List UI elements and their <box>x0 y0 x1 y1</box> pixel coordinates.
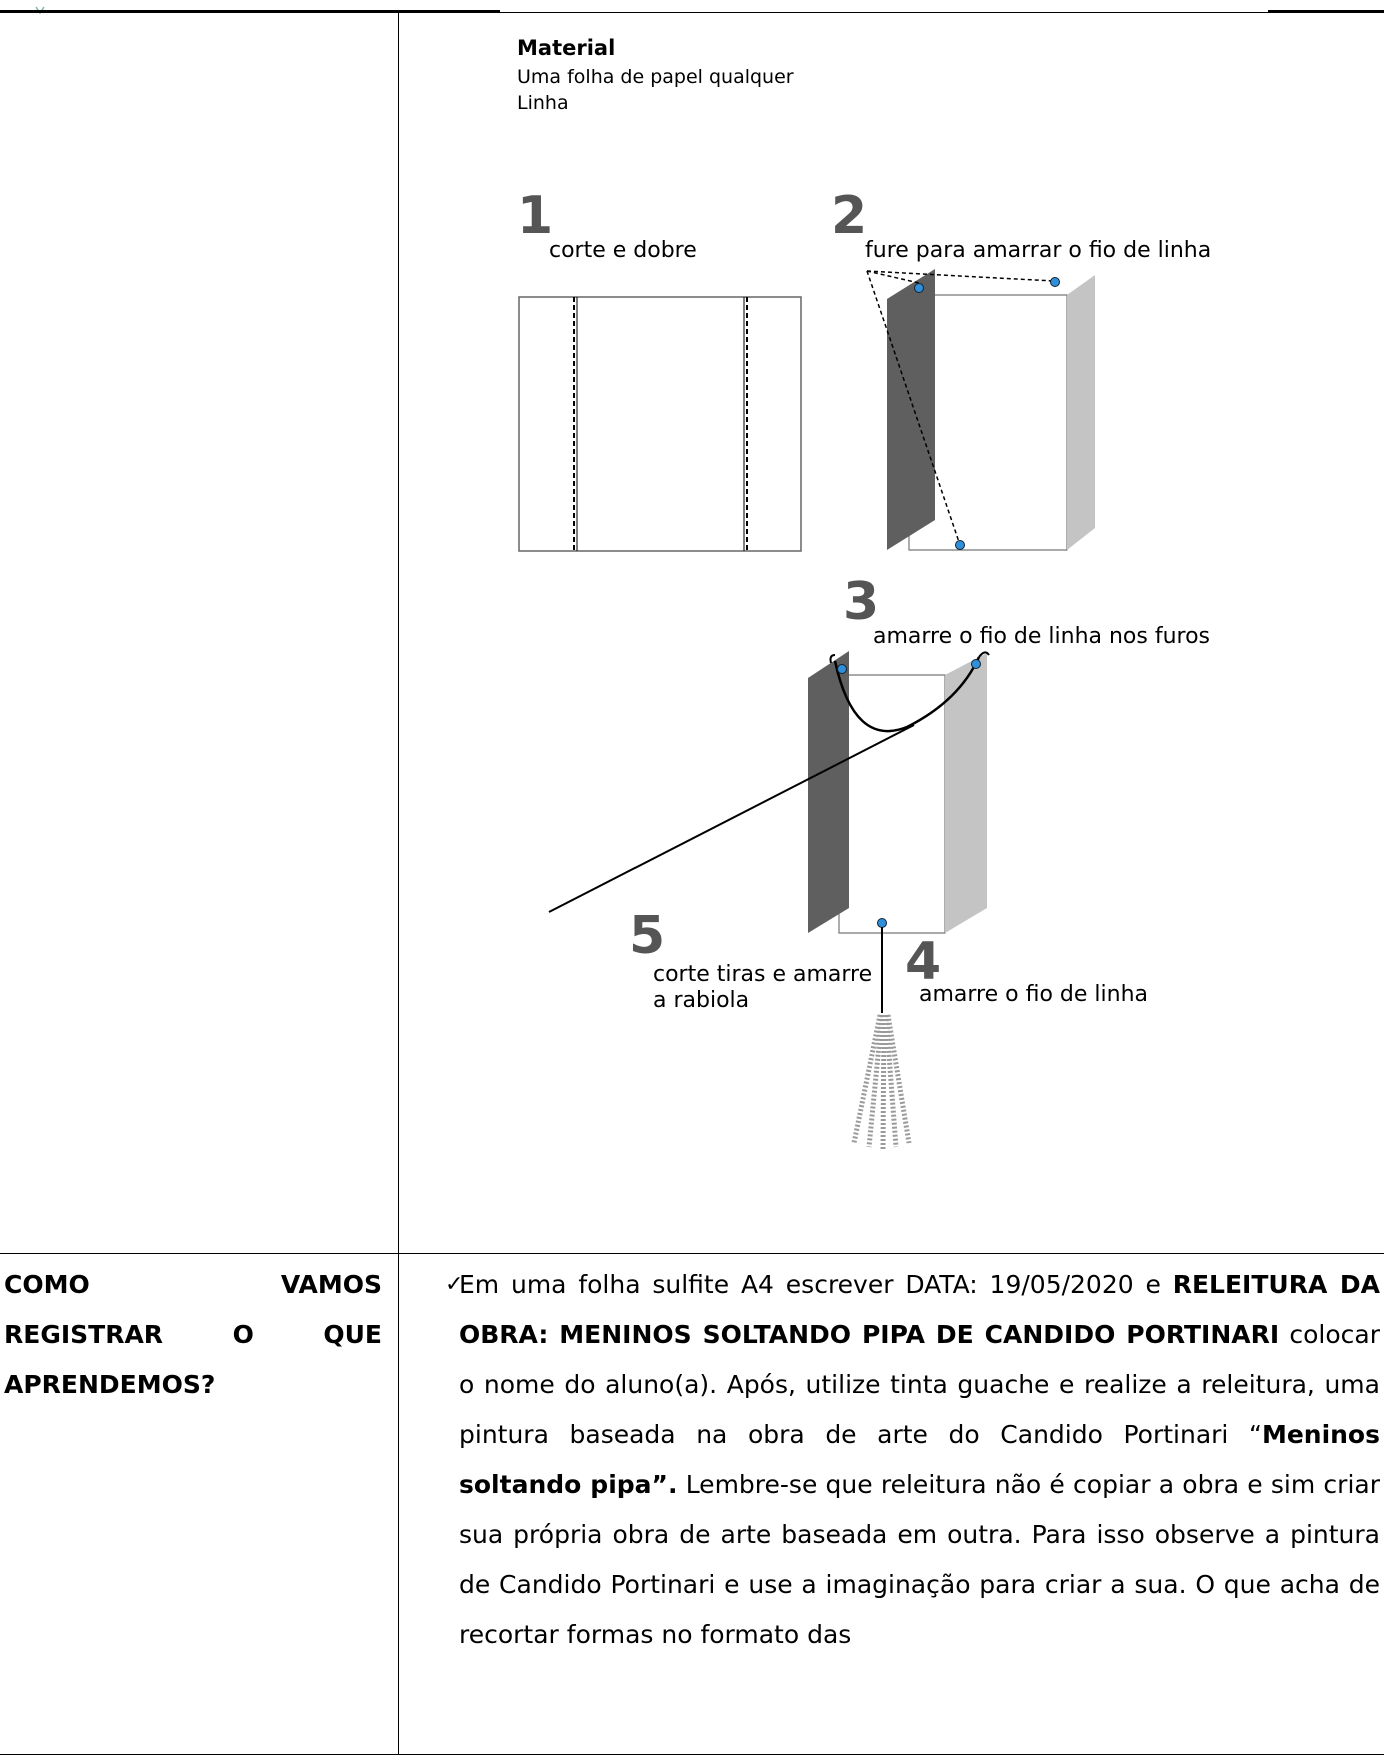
step-2-label: fure para amarrar o fio de linha <box>865 238 1211 263</box>
step-5-label-line1: corte tiras e amarre <box>653 962 872 987</box>
step-3-kite-illustration <box>548 651 990 1013</box>
checkmark-icon: ✓ <box>445 1272 464 1297</box>
step-3-number: 3 <box>843 572 879 632</box>
instructions-label-cell <box>0 12 399 1254</box>
register-text-part: Lembre-se que releitura não é copiar a o… <box>459 1470 1380 1649</box>
header-rule-left <box>0 10 500 12</box>
register-label-word: VAMOS <box>280 1270 382 1299</box>
header-rule-right <box>1268 10 1384 12</box>
register-text-part: colocar o nome do aluno(a). Após, utiliz… <box>459 1320 1380 1449</box>
register-label-cell: COMO VAMOS REGISTRAR O QUE APRENDEMOS? <box>0 1253 399 1755</box>
register-label-word: QUE <box>323 1320 382 1349</box>
step-2-number: 2 <box>831 186 867 246</box>
instructions-row: Material Uma folha de papel qualquer Lin… <box>0 12 1384 1254</box>
step-5-label-line2: a rabiola <box>653 988 749 1013</box>
register-label-word: COMO <box>4 1270 90 1299</box>
step-1-label: corte e dobre <box>549 238 697 263</box>
material-item: Uma folha de papel qualquer <box>517 66 794 88</box>
material-heading: Material <box>517 36 615 60</box>
material-item: Linha <box>517 92 569 114</box>
register-label-word: O <box>232 1320 254 1349</box>
step-1-number: 1 <box>517 186 553 246</box>
step-3-label: amarre o fio de linha nos furos <box>873 624 1210 649</box>
top-logo-fragment <box>0 0 60 15</box>
register-content-cell: ✓ Em uma folha sulfite A4 escrever DATA: … <box>398 1253 1384 1755</box>
register-text-bold: Meninos soltando pipa”. <box>459 1420 1380 1499</box>
lesson-table: Material Uma folha de papel qualquer Lin… <box>0 12 1384 1755</box>
register-instructions: ✓ Em uma folha sulfite A4 escrever DATA: … <box>399 1254 1384 1660</box>
register-text-part: Em uma folha sulfite A4 escrever DATA: 1… <box>459 1270 1173 1299</box>
kite-instructions-diagram: Material Uma folha de papel qualquer Lin… <box>399 13 1383 1253</box>
step-4-number: 4 <box>905 932 941 992</box>
register-text-bold: RELEITURA DA OBRA: MENINOS SOLTANDO PIPA… <box>459 1270 1380 1349</box>
step-1-paper-illustration <box>518 296 802 552</box>
step-4-label: amarre o fio de linha <box>919 982 1148 1007</box>
register-label-word: REGISTRAR <box>4 1320 164 1349</box>
step-5-number: 5 <box>629 906 665 966</box>
register-label-word: APRENDEMOS? <box>4 1370 216 1399</box>
step-2-folded-paper-illustration <box>866 269 1095 551</box>
register-row: COMO VAMOS REGISTRAR O QUE APRENDEMOS? ✓ Em … <box>0 1253 1384 1755</box>
instructions-content-cell: Material Uma folha de papel qualquer Lin… <box>398 12 1384 1254</box>
kite-tail-illustration <box>851 1014 912 1150</box>
